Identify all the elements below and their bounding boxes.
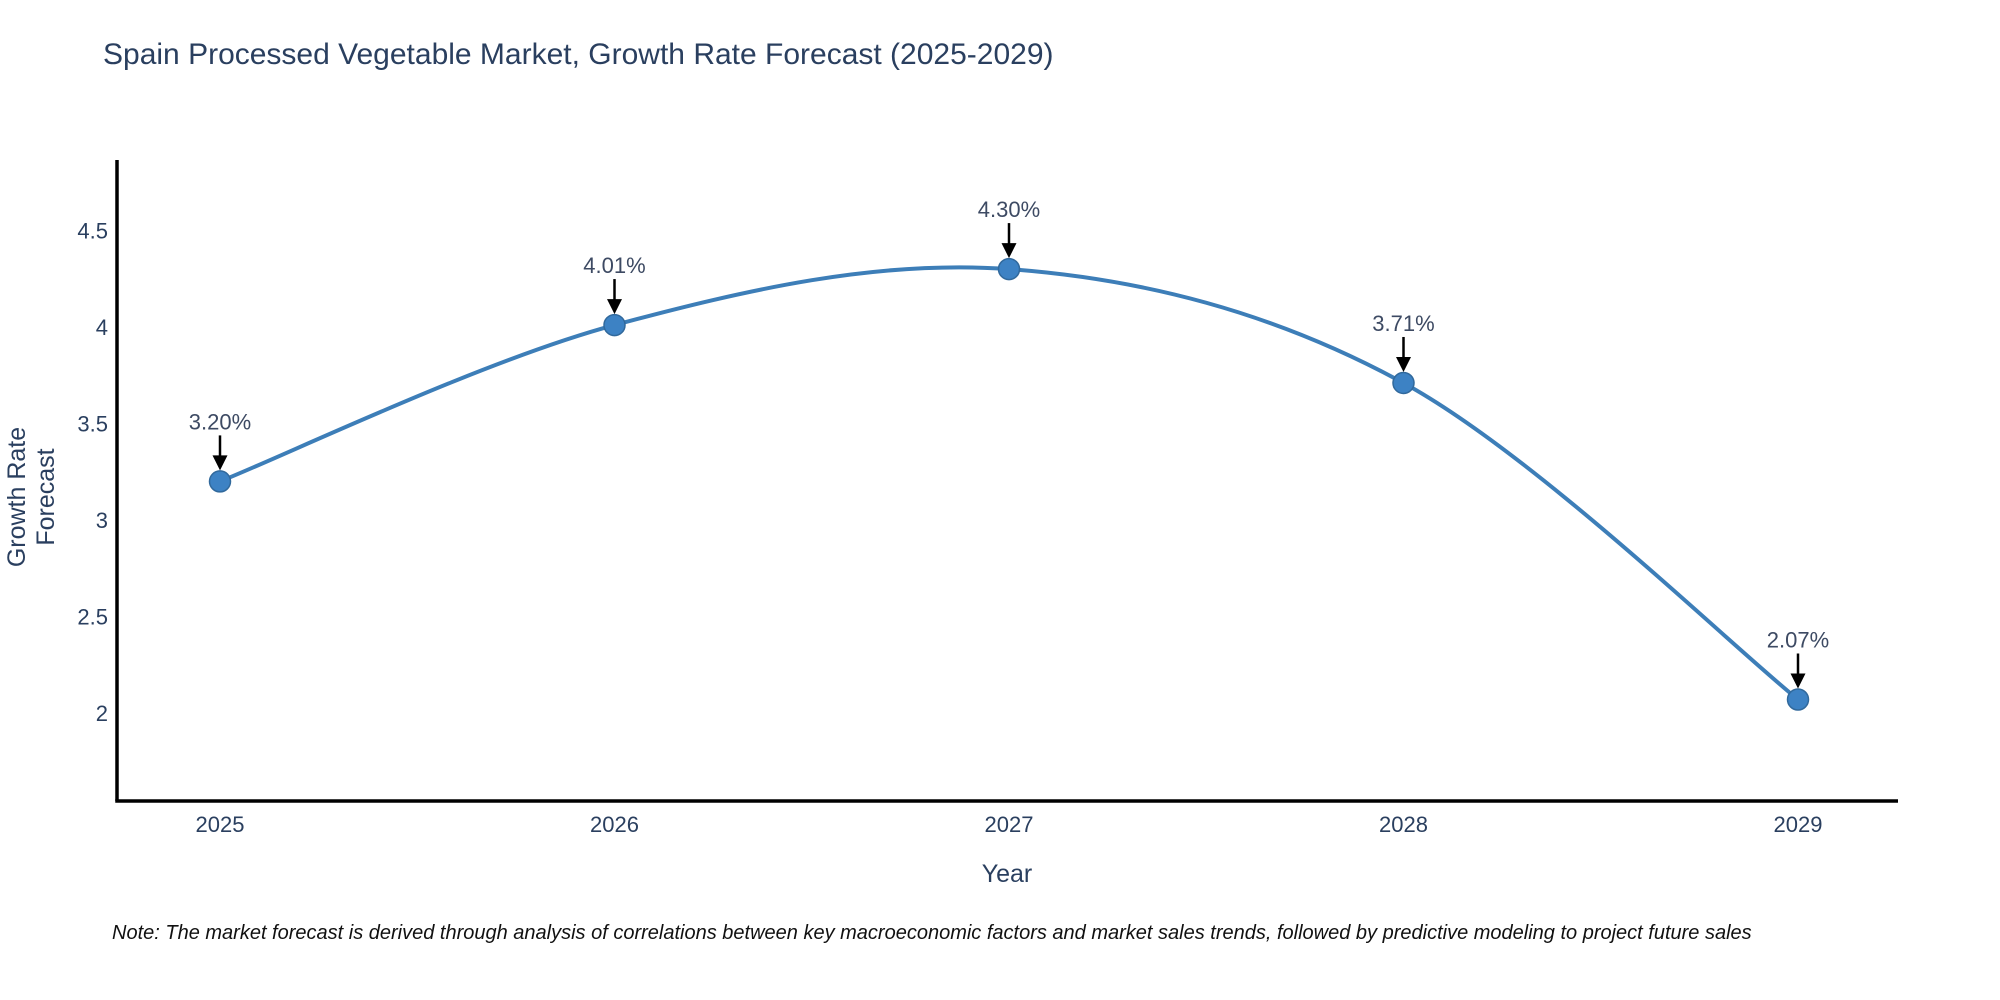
annotation-label: 4.01% bbox=[583, 253, 645, 278]
data-point-marker bbox=[1392, 371, 1415, 395]
y-tick-label: 4 bbox=[96, 315, 108, 340]
data-point-marker bbox=[208, 470, 232, 493]
data-point-marker bbox=[997, 257, 1021, 281]
x-axis-title: Year bbox=[981, 860, 1033, 888]
annotation-arrowhead bbox=[1790, 673, 1806, 689]
chart-title: Spain Processed Vegetable Market, Growth… bbox=[103, 38, 1054, 71]
y-tick-label: 4.5 bbox=[77, 219, 108, 244]
annotation-arrowhead bbox=[1396, 356, 1411, 372]
annotation-label: 3.20% bbox=[189, 409, 251, 434]
x-tick-label: 2027 bbox=[985, 812, 1034, 837]
annotation-label: 2.07% bbox=[1767, 627, 1829, 652]
x-tick-label: 2028 bbox=[1379, 812, 1428, 837]
footnote: Note: The market forecast is derived thr… bbox=[112, 922, 1752, 944]
x-tick-label: 2026 bbox=[590, 812, 639, 837]
data-point-marker bbox=[603, 313, 626, 337]
y-tick-label: 2 bbox=[96, 701, 108, 726]
x-tick-label: 2025 bbox=[196, 812, 245, 837]
line-series bbox=[219, 265, 1800, 702]
x-tick-label: 2029 bbox=[1774, 812, 1823, 837]
annotation-arrowhead bbox=[1001, 243, 1017, 259]
y-tick-label: 2.5 bbox=[77, 605, 108, 630]
data-point-marker bbox=[1786, 688, 1810, 711]
annotation-label: 4.30% bbox=[978, 197, 1040, 222]
annotation-arrowhead bbox=[607, 299, 622, 315]
y-tick-label: 3.5 bbox=[77, 412, 108, 437]
annotation-label: 3.71% bbox=[1372, 311, 1434, 336]
annotation-arrowhead bbox=[212, 455, 228, 471]
y-tick-label: 3 bbox=[96, 508, 108, 533]
